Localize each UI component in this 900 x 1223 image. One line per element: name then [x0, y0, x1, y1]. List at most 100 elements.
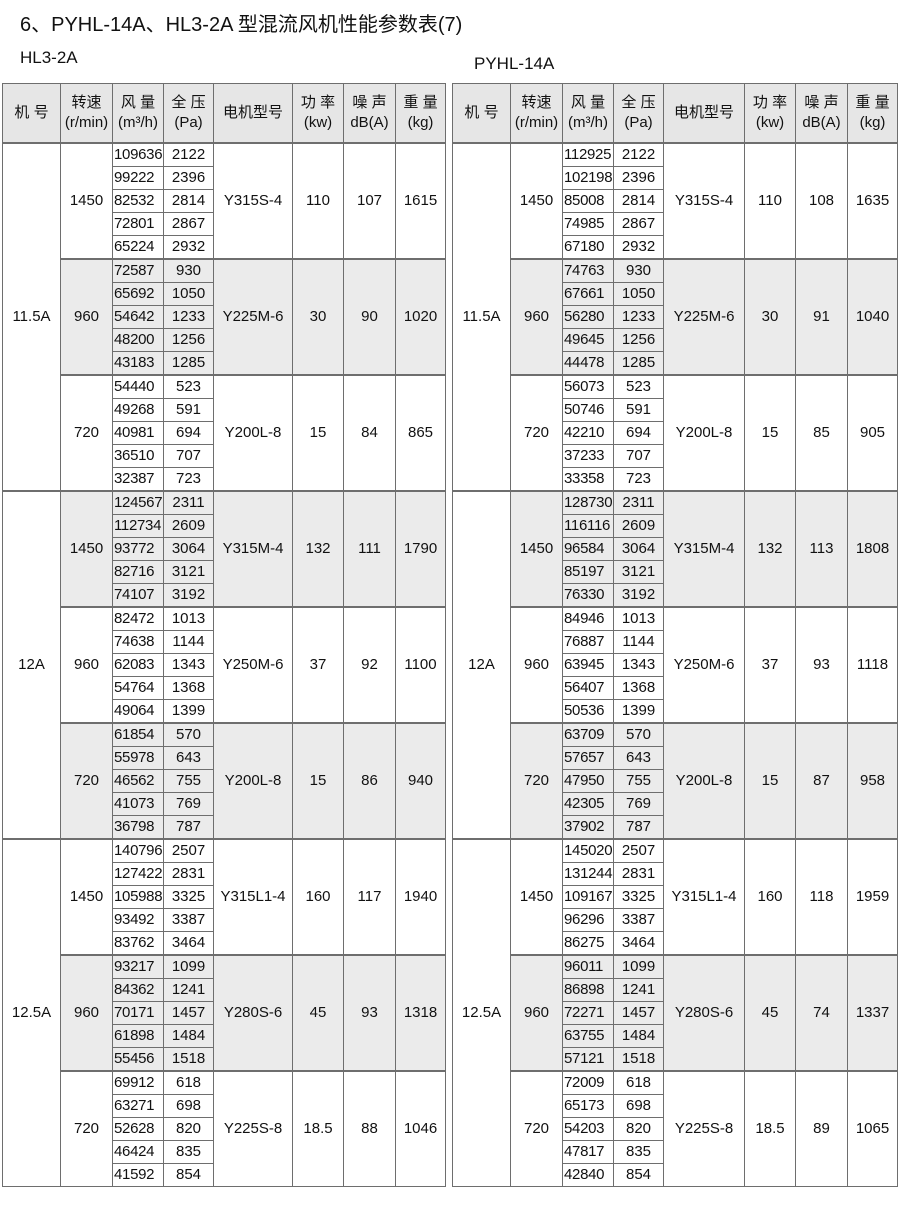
power-cell: 15	[292, 722, 344, 840]
speed-cell: 1450	[510, 142, 563, 260]
airflow-cell: 72009	[562, 1070, 614, 1095]
pressure-cell: 3121	[163, 560, 214, 584]
pressure-cell: 835	[163, 1140, 214, 1164]
airflow-cell: 63709	[562, 722, 614, 747]
table-row: 40981 694	[3, 421, 446, 445]
table-row: 127422 2831	[3, 862, 446, 886]
table-row: 131244 2831	[453, 862, 898, 886]
noise-cell: 85	[795, 374, 848, 492]
power-cell: 15	[744, 374, 796, 492]
speed-cell: 960	[60, 954, 113, 1072]
model-cell: 12A	[2, 490, 61, 840]
power-cell: 132	[744, 490, 796, 608]
noise-cell: 113	[795, 490, 848, 608]
header-pressure: 全 压 (Pa)	[613, 83, 664, 144]
speed-cell: 1450	[510, 490, 563, 608]
airflow-cell: 32387	[112, 467, 164, 492]
table-row: 86275 3464	[453, 931, 898, 956]
airflow-cell: 82532	[112, 189, 164, 213]
airflow-cell: 41073	[112, 792, 164, 816]
header-airflow: 风 量 (m³/h)	[562, 83, 614, 144]
header-motor: 电机型号	[213, 83, 293, 144]
table-row: 12A 1450 128730 2311 Y315M-4 132 113 1808	[452, 490, 898, 840]
pressure-cell: 2609	[613, 514, 664, 538]
table-row: 85197 3121	[453, 560, 898, 584]
power-cell: 15	[744, 722, 796, 840]
pressure-cell: 1050	[613, 282, 664, 306]
pressure-cell: 1343	[163, 653, 214, 677]
weight-cell: 1100	[395, 606, 446, 724]
pressure-cell: 1050	[163, 282, 214, 306]
table-row: 74985 2867	[453, 212, 898, 236]
noise-cell: 74	[795, 954, 848, 1072]
table-row: 65224 2932	[3, 235, 446, 260]
airflow-cell: 74985	[562, 212, 614, 236]
motor-cell: Y225S-8	[213, 1070, 293, 1187]
page-title: 6、PYHL-14A、HL3-2A 型混流风机性能参数表(7)	[20, 14, 463, 36]
airflow-cell: 46562	[112, 769, 164, 793]
pressure-cell: 694	[163, 421, 214, 445]
weight-cell: 1808	[847, 490, 898, 608]
pressure-cell: 820	[613, 1117, 664, 1141]
airflow-cell: 52628	[112, 1117, 164, 1141]
model-cell: 11.5A	[452, 142, 511, 492]
table-row: 37233 707	[453, 444, 898, 468]
pressure-cell: 1099	[163, 954, 214, 979]
performance-table-hl3-2a: 机 号转速 (r/min) 风 量 (m³/h) 全 压 (Pa) 电机型号功 率 (kw) 噪…	[2, 83, 446, 1187]
motor-cell: Y225M-6	[213, 258, 293, 376]
header-noise: 噪 声 dB(A)	[795, 83, 848, 144]
header-speed: 转速 (r/min)	[510, 83, 563, 144]
pressure-cell: 3192	[163, 583, 214, 608]
table-row: 82716 3121	[3, 560, 446, 584]
pressure-cell: 1233	[613, 305, 664, 329]
power-cell: 30	[292, 258, 344, 376]
pressure-cell: 591	[613, 398, 664, 422]
table-row: 76330 3192	[453, 583, 898, 608]
pressure-cell: 643	[163, 746, 214, 770]
pressure-cell: 2507	[163, 838, 214, 863]
pressure-cell: 2122	[163, 142, 214, 167]
pressure-cell: 1343	[613, 653, 664, 677]
pressure-cell: 618	[163, 1070, 214, 1095]
airflow-cell: 48200	[112, 328, 164, 352]
airflow-cell: 57121	[562, 1047, 614, 1072]
table-label-hl3-2a: HL3-2A	[20, 48, 78, 67]
airflow-cell: 93772	[112, 537, 164, 561]
table-row: 48200 1256	[3, 328, 446, 352]
table-row: 12.5A 1450 140796 2507 Y315L1-4 160 117 1940	[2, 838, 446, 1187]
speed-cell: 720	[60, 722, 113, 840]
pressure-cell: 1368	[613, 676, 664, 700]
pressure-cell: 2932	[163, 235, 214, 260]
pressure-cell: 930	[163, 258, 214, 283]
pressure-cell: 1144	[613, 630, 664, 654]
speed-cell: 720	[60, 374, 113, 492]
table-row: 82532 2814	[3, 189, 446, 213]
airflow-cell: 83762	[112, 931, 164, 956]
airflow-cell: 43183	[112, 351, 164, 376]
table-row: 720 61854 570 Y200L-8 15 86 940	[3, 722, 446, 840]
pressure-cell: 3121	[613, 560, 664, 584]
pressure-cell: 1399	[613, 699, 664, 724]
airflow-cell: 102198	[562, 166, 614, 190]
table-row: 57657 643	[453, 746, 898, 770]
airflow-cell: 96011	[562, 954, 614, 979]
table-row: 42840 854	[453, 1163, 898, 1187]
motor-cell: Y315S-4	[663, 142, 745, 260]
pressure-cell: 2311	[613, 490, 664, 515]
speed-cell: 960	[60, 606, 113, 724]
pressure-cell: 1233	[163, 305, 214, 329]
pressure-cell: 570	[613, 722, 664, 747]
airflow-cell: 74107	[112, 583, 164, 608]
pressure-cell: 2831	[163, 862, 214, 886]
pressure-cell: 1285	[613, 351, 664, 376]
pressure-cell: 3325	[163, 885, 214, 909]
airflow-cell: 42210	[562, 421, 614, 445]
table-row: 56407 1368	[453, 676, 898, 700]
motor-cell: Y200L-8	[663, 374, 745, 492]
airflow-cell: 36510	[112, 444, 164, 468]
airflow-cell: 56280	[562, 305, 614, 329]
power-cell: 18.5	[292, 1070, 344, 1187]
airflow-cell: 76887	[562, 630, 614, 654]
motor-cell: Y200L-8	[663, 722, 745, 840]
noise-cell: 117	[343, 838, 396, 956]
